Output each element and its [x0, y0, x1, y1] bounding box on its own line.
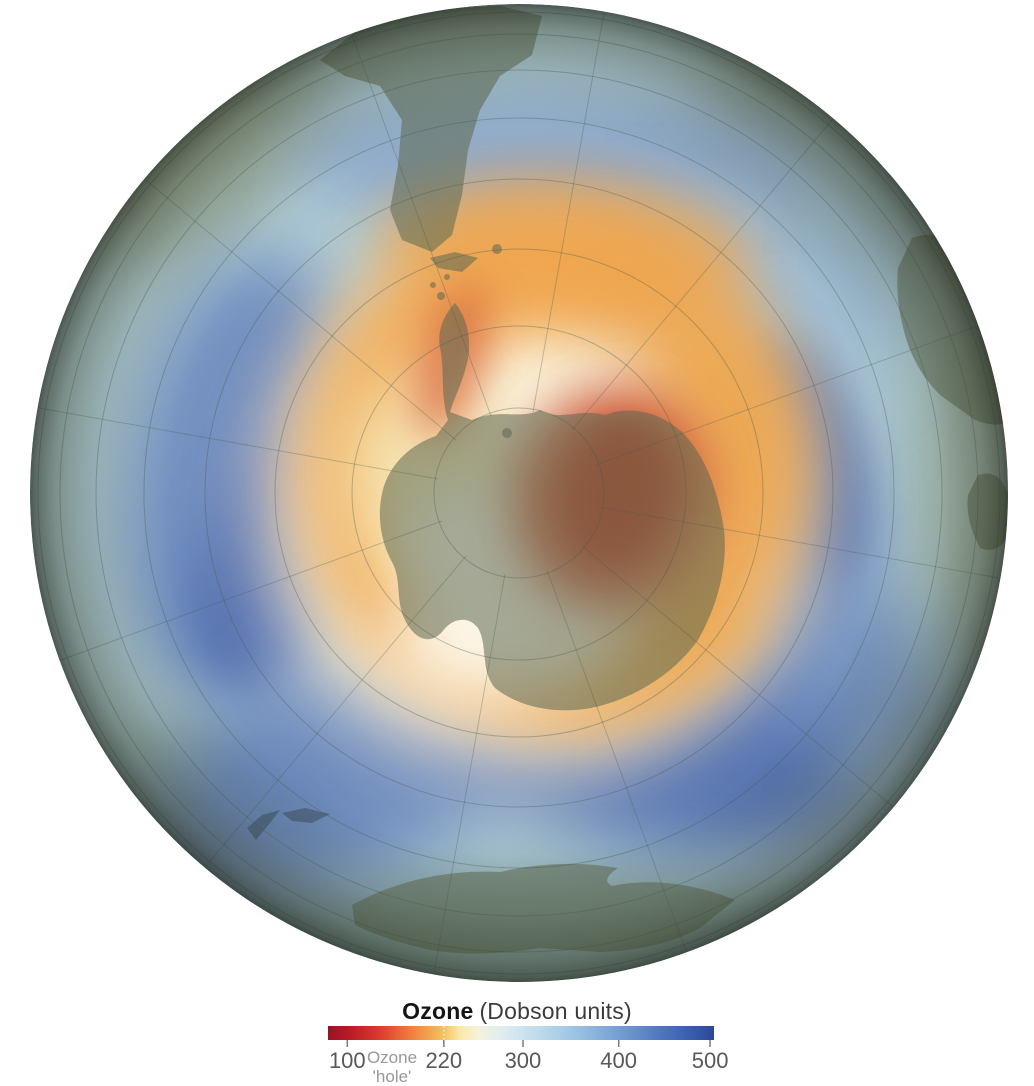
tick-label-100: 100 [328, 1048, 366, 1073]
legend-title: Ozone (Dobson units) [0, 998, 1034, 1025]
tick-label-300: 300 [504, 1048, 542, 1073]
colorbar [328, 1022, 714, 1048]
ozone-hole-annotation: Ozone 'hole' [367, 1048, 417, 1086]
ozone-hole-annotation-line2: 'hole' [372, 1067, 412, 1086]
globe-limb-shading [30, 4, 1008, 982]
colorbar-svg [328, 1022, 714, 1047]
colorbar-gradient [328, 1026, 714, 1040]
legend-title-units: (Dobson units) [479, 998, 632, 1024]
colorbar-tick-labels: 100 220 300 400 500 Ozone 'hole' [328, 1048, 729, 1086]
tick-label-500: 500 [691, 1048, 729, 1073]
tick-label-400: 400 [600, 1048, 638, 1073]
ozone-hole-annotation-line1: Ozone [366, 1048, 418, 1067]
globe-wrap [30, 4, 1008, 982]
tick-label-220: 220 [425, 1048, 463, 1073]
legend-title-bold: Ozone [402, 998, 474, 1024]
colorbar-tick-marks [346, 1040, 711, 1047]
globe-map [30, 4, 1008, 982]
